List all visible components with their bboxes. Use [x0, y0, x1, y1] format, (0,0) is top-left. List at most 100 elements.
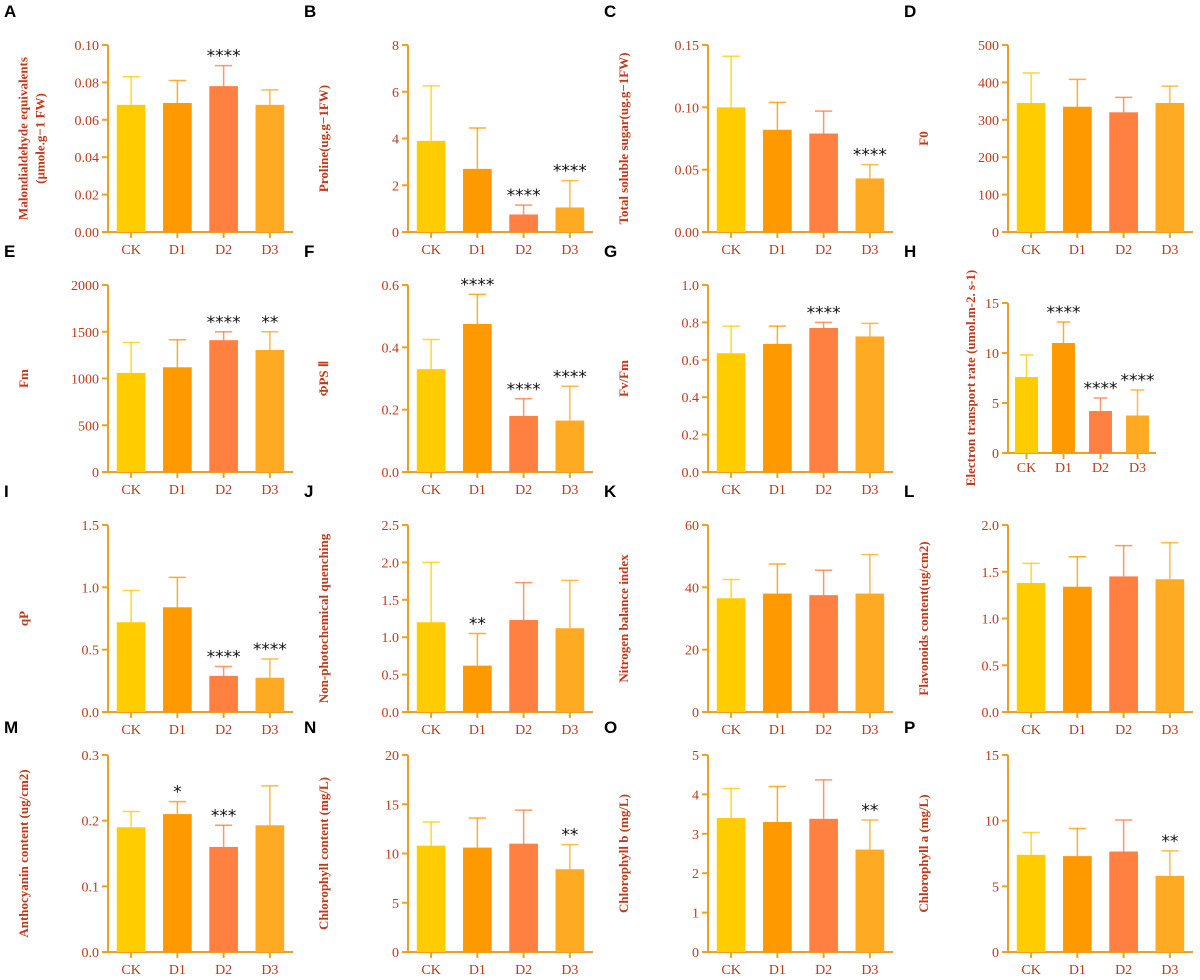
y-tick-label: 2.5 [382, 519, 400, 534]
bar-D1 [1063, 586, 1092, 712]
x-tick-label: D1 [1069, 723, 1086, 738]
panel-G: G 0.0 0.2 0.4 0.6 0.8 1.0 Fv/Fm CK D1 D2 **** D3 [604, 242, 893, 498]
y-tick-label: 0.5 [82, 644, 100, 659]
y-tick-label: 0.6 [682, 354, 700, 369]
bar-D1 [463, 847, 492, 952]
panel-letter: I [4, 482, 9, 501]
bar-CK [416, 622, 446, 712]
panel-letter: B [304, 2, 316, 21]
panel-letter: H [904, 242, 916, 261]
y-tick-label: 10 [385, 848, 399, 863]
x-tick-label: D3 [861, 243, 878, 258]
panel-C: C 0.00 0.05 0.10 0.15 Total soluble sugar(ug.… [604, 2, 893, 258]
bar-D2 [1089, 411, 1112, 453]
y-tick-label: 4 [692, 788, 699, 803]
bar-D1 [763, 129, 792, 232]
panel-J: J 0.0 0.5 1.0 1.5 2.0 2.5 Non-photochemical que… [304, 482, 593, 738]
x-tick-label: D3 [261, 723, 278, 738]
x-tick-label: D3 [561, 483, 578, 498]
panel-L: L 0.0 0.5 1.0 1.5 2.0 Flavonoids content(ug/cm… [904, 482, 1193, 738]
y-tick-label: 0.0 [682, 466, 700, 481]
y-tick-label: 10 [985, 815, 999, 830]
bar-D3 [255, 677, 285, 712]
significance-label: ** [861, 801, 878, 821]
y-tick-label: 500 [78, 419, 99, 434]
y-axis-label: Total soluble sugar(ug.g−1FW) [616, 53, 631, 225]
y-axis-label: Non-photochemical quenching [316, 533, 331, 703]
bar-D3 [555, 207, 585, 232]
panel-letter: D [904, 2, 916, 21]
y-tick-label: 0.00 [75, 226, 100, 241]
panel-letter: P [904, 718, 915, 737]
panel-A: A 0.00 0.02 0.04 0.06 0.08 0.10 Malondialdehyde… [4, 2, 293, 258]
y-axis-label: Proline(ug.g−1FW) [316, 85, 331, 192]
y-tick-label: 0.10 [675, 101, 700, 116]
panel-letter: F [304, 242, 314, 261]
bar-CK [416, 369, 446, 472]
bar-D2 [209, 675, 238, 712]
y-tick-label: 0.0 [82, 706, 100, 721]
y-tick-label: 1 [692, 907, 699, 922]
x-tick-label: CK [121, 483, 140, 498]
y-tick-label: 0.05 [675, 164, 700, 179]
significance-label: ** [561, 826, 578, 846]
y-tick-label: 2.0 [382, 556, 400, 571]
y-tick-label: 2 [392, 179, 399, 194]
y-axis-label: Nitrogen balance index [616, 554, 631, 683]
panel-O: O 0 1 2 3 4 5 Chlorophyll b (mg/L) CK D1 D2 D3 ** [604, 718, 893, 978]
significance-label: **** [553, 367, 587, 387]
x-tick-label: CK [421, 963, 440, 978]
bar-D3 [255, 104, 285, 232]
x-tick-label: D2 [515, 963, 532, 978]
bar-D1 [1063, 856, 1092, 952]
bar-D3 [855, 178, 885, 232]
y-axis-label: qP [16, 611, 31, 626]
panel-H: H 0 5 10 15 Electron transport rate (umol.m-2… [904, 242, 1156, 486]
significance-label: *** [211, 806, 237, 826]
y-tick-label: 1.0 [382, 631, 400, 646]
x-tick-label: CK [721, 963, 740, 978]
y-tick-label: 40 [685, 581, 699, 596]
panel-M: M 0.0 0.1 0.2 0.3 Anthocyanin content (ug/cm2… [4, 718, 293, 978]
bar-D1 [463, 665, 492, 712]
bar-D1 [163, 607, 192, 712]
x-tick-label: D3 [561, 723, 578, 738]
significance-label: * [173, 783, 182, 803]
y-tick-label: 1500 [71, 326, 99, 341]
y-tick-label: 0.6 [382, 279, 400, 294]
bar-D2 [809, 133, 838, 232]
bar-D3 [255, 349, 285, 472]
bar-D3 [1155, 579, 1185, 712]
y-tick-label: 0.1 [82, 880, 100, 895]
x-tick-label: D2 [815, 963, 832, 978]
bar-D2 [809, 595, 838, 712]
bar-D2 [209, 846, 238, 952]
significance-label: **** [1121, 371, 1155, 391]
panel-I: I 0.0 0.5 1.0 1.5 qP CK D1 D2 **** D3 **** [4, 482, 293, 738]
y-axis-label: Chlorophyll content (mg/L) [316, 777, 331, 930]
y-axis-label: Malondialdehyde equivalents [16, 57, 31, 220]
y-axis-label: Electron transport rate (umol.m-2. s-1) [963, 270, 978, 486]
panel-letter: M [4, 718, 18, 737]
bar-D2 [509, 843, 538, 952]
y-tick-label: 0 [692, 946, 699, 961]
panel-N: N 0 5 10 15 20 Chlorophyll content (mg/L) CK D1 D… [304, 718, 593, 978]
panel-letter: E [4, 242, 15, 261]
bar-D1 [163, 814, 192, 952]
bar-CK [116, 827, 146, 952]
bar-D2 [509, 415, 538, 472]
x-tick-label: D1 [169, 243, 186, 258]
y-tick-label: 0.0 [382, 466, 400, 481]
panel-letter: J [304, 482, 313, 501]
bar-D1 [163, 367, 192, 472]
x-tick-label: D1 [469, 243, 486, 258]
x-tick-label: CK [1021, 963, 1040, 978]
y-tick-label: 200 [978, 151, 999, 166]
bar-D3 [855, 336, 885, 472]
x-tick-label: D2 [1115, 963, 1132, 978]
y-tick-label: 1.5 [982, 566, 1000, 581]
x-tick-label: D2 [815, 483, 832, 498]
x-tick-label: D2 [815, 723, 832, 738]
x-tick-label: D2 [1092, 461, 1109, 476]
